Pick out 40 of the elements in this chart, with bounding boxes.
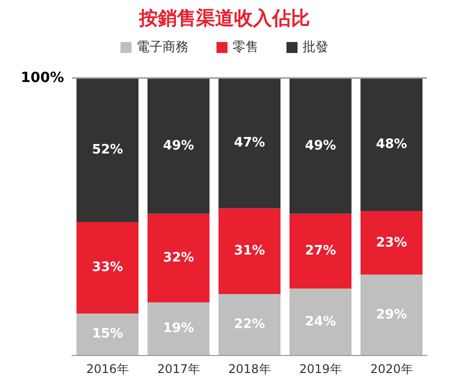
data-label: 22% [234, 317, 266, 332]
data-label: 48% [376, 136, 408, 152]
legend-label: 零售 [232, 40, 258, 55]
bar [290, 214, 352, 289]
bar [148, 214, 210, 302]
bar [218, 294, 280, 355]
x-tick-label: 2016年 [86, 362, 129, 376]
bar [76, 313, 138, 355]
x-tick-label: 2017年 [157, 362, 200, 376]
data-label: 24% [304, 314, 336, 330]
data-label: 32% [162, 250, 194, 266]
data-label: 49% [162, 138, 194, 154]
x-tick-label: 2020年 [370, 362, 413, 376]
data-label: 23% [376, 235, 408, 250]
data-label: 33% [92, 260, 124, 276]
legend-label: 電子商務 [136, 40, 188, 55]
bar [360, 78, 422, 211]
bar [218, 78, 280, 208]
bar [76, 222, 138, 314]
bar [148, 302, 210, 355]
data-label: 19% [162, 321, 194, 336]
bar [76, 78, 138, 222]
data-label: 47% [234, 136, 266, 151]
data-label: 31% [234, 244, 266, 259]
data-label: 29% [376, 307, 408, 322]
bar [360, 274, 422, 355]
bar [218, 208, 280, 294]
bar [360, 210, 422, 275]
bar [290, 78, 352, 214]
data-label: 15% [92, 326, 124, 342]
data-label: 49% [304, 138, 336, 154]
bar [290, 288, 352, 355]
chart-title: 按銷售渠道收入佔比 [138, 8, 310, 30]
bar [148, 78, 210, 214]
data-label: 52% [92, 142, 124, 158]
legend-label: 批發 [302, 40, 328, 55]
x-tick-label: 2019年 [299, 362, 342, 376]
y-tick-label: 100% [20, 70, 64, 86]
data-label: 27% [304, 244, 336, 259]
x-tick-label: 2018年 [228, 362, 271, 376]
